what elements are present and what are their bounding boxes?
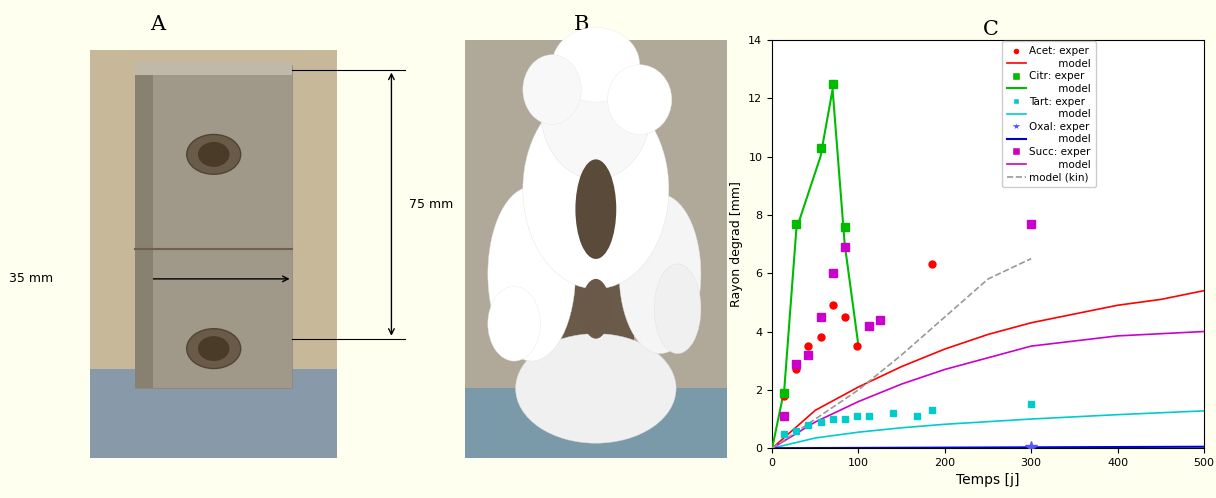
- Ellipse shape: [187, 329, 241, 369]
- Ellipse shape: [523, 90, 669, 289]
- Bar: [90, 50, 338, 458]
- Bar: [135, 65, 292, 388]
- Bar: [552, 75, 634, 398]
- Ellipse shape: [198, 142, 230, 167]
- X-axis label: Temps [j]: Temps [j]: [956, 474, 1020, 488]
- Text: A: A: [150, 15, 165, 34]
- Ellipse shape: [488, 286, 540, 361]
- Ellipse shape: [540, 40, 652, 179]
- Ellipse shape: [581, 279, 610, 339]
- Ellipse shape: [187, 134, 241, 174]
- Bar: [465, 388, 727, 458]
- Ellipse shape: [552, 27, 640, 102]
- Text: 35 mm: 35 mm: [9, 272, 54, 285]
- Ellipse shape: [608, 65, 671, 134]
- Text: B: B: [574, 15, 589, 34]
- Ellipse shape: [654, 264, 700, 354]
- Ellipse shape: [198, 336, 230, 361]
- Ellipse shape: [516, 334, 676, 443]
- Bar: [135, 65, 153, 388]
- Ellipse shape: [575, 159, 617, 259]
- Text: 75 mm: 75 mm: [410, 198, 454, 211]
- Y-axis label: Rayon degrad [mm]: Rayon degrad [mm]: [730, 181, 743, 307]
- Ellipse shape: [523, 55, 581, 125]
- Bar: [90, 369, 338, 458]
- Bar: [135, 62, 292, 75]
- Text: C: C: [983, 20, 1000, 39]
- Ellipse shape: [619, 194, 700, 354]
- Legend: Acet: exper,          model, Citr: exper,          model, Tart: exper,          : Acet: exper, model, Citr: exper, model, …: [1002, 41, 1096, 187]
- Bar: [465, 40, 727, 458]
- Ellipse shape: [488, 187, 575, 361]
